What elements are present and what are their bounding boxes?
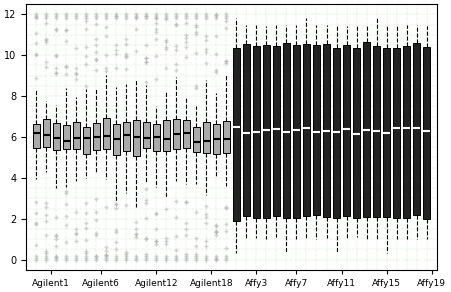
PathPatch shape <box>303 44 310 216</box>
PathPatch shape <box>323 44 330 217</box>
PathPatch shape <box>223 121 230 153</box>
PathPatch shape <box>93 123 100 150</box>
PathPatch shape <box>383 48 390 217</box>
PathPatch shape <box>33 124 40 148</box>
PathPatch shape <box>193 127 200 152</box>
PathPatch shape <box>273 46 280 215</box>
PathPatch shape <box>363 42 370 217</box>
PathPatch shape <box>423 47 430 218</box>
PathPatch shape <box>333 48 340 218</box>
PathPatch shape <box>243 44 250 216</box>
PathPatch shape <box>293 45 300 218</box>
PathPatch shape <box>343 45 350 216</box>
PathPatch shape <box>123 122 130 151</box>
PathPatch shape <box>73 122 80 150</box>
PathPatch shape <box>183 120 190 148</box>
PathPatch shape <box>133 120 140 156</box>
PathPatch shape <box>203 122 210 153</box>
PathPatch shape <box>313 45 320 215</box>
PathPatch shape <box>113 124 120 155</box>
PathPatch shape <box>283 44 290 218</box>
PathPatch shape <box>213 124 220 154</box>
PathPatch shape <box>103 118 110 150</box>
PathPatch shape <box>373 46 380 217</box>
PathPatch shape <box>413 43 420 215</box>
PathPatch shape <box>263 45 270 218</box>
PathPatch shape <box>143 122 150 148</box>
PathPatch shape <box>163 120 170 151</box>
PathPatch shape <box>153 124 160 151</box>
PathPatch shape <box>253 46 260 218</box>
PathPatch shape <box>233 48 240 221</box>
PathPatch shape <box>173 119 180 149</box>
PathPatch shape <box>53 123 60 150</box>
PathPatch shape <box>63 125 70 150</box>
PathPatch shape <box>403 46 410 218</box>
PathPatch shape <box>353 48 360 218</box>
PathPatch shape <box>43 119 50 147</box>
PathPatch shape <box>83 127 90 154</box>
PathPatch shape <box>393 48 400 218</box>
